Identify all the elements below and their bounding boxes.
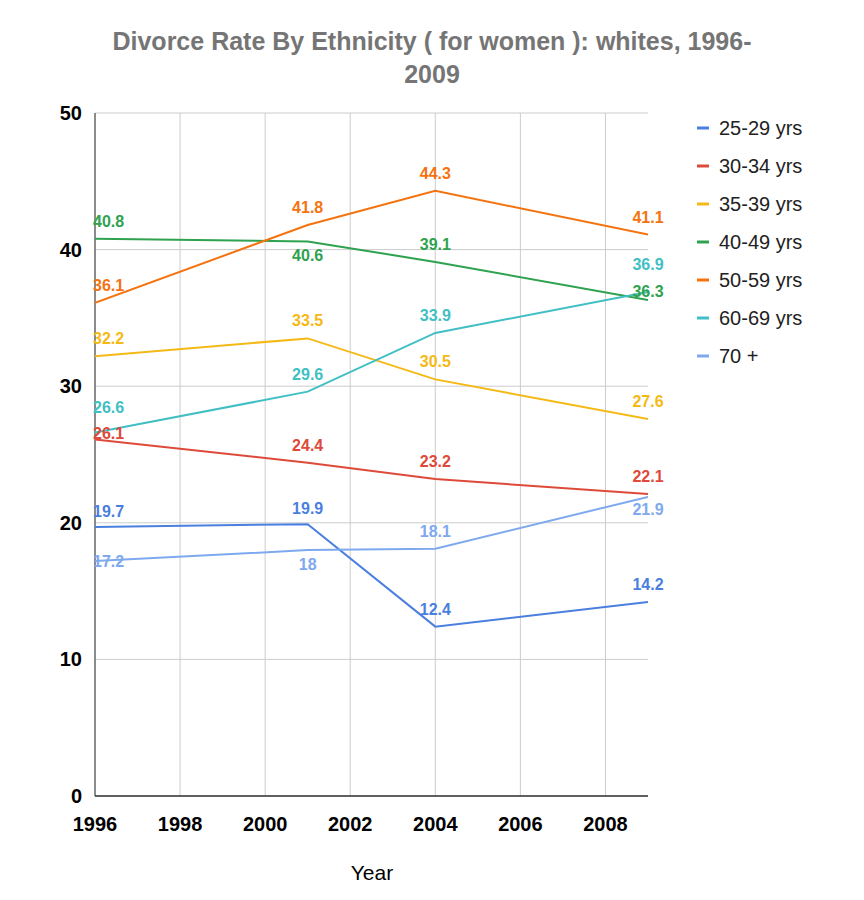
grid-line xyxy=(95,386,648,387)
data-label: 32.2 xyxy=(93,330,124,347)
legend-label: 70 + xyxy=(719,345,758,367)
x-tick-label: 2004 xyxy=(413,813,458,835)
data-label: 12.4 xyxy=(420,601,451,618)
data-label: 40.8 xyxy=(93,213,124,230)
data-label: 41.8 xyxy=(292,199,323,216)
grid-line xyxy=(95,113,648,114)
legend-label: 50-59 yrs xyxy=(719,269,802,291)
data-labels: 19.7 19.9 12.4 14.2 26.1 24.4 23.2 22.1 32.2 33.5… xyxy=(93,165,664,618)
legend-swatch xyxy=(697,279,709,282)
data-label: 19.9 xyxy=(292,500,323,517)
legend-swatch xyxy=(697,127,709,130)
data-label: 22.1 xyxy=(632,468,663,485)
data-label: 19.7 xyxy=(93,503,124,520)
y-tick-label: 10 xyxy=(60,648,82,670)
data-label: 26.1 xyxy=(93,425,124,442)
title-line: 2009 xyxy=(404,60,460,88)
legend-label: 35-39 yrs xyxy=(719,193,802,215)
y-tick-label: 40 xyxy=(60,239,82,261)
grid-line xyxy=(265,113,266,796)
series-line xyxy=(95,191,648,303)
grid-line xyxy=(520,113,521,796)
data-label: 33.5 xyxy=(292,312,323,329)
plot-area xyxy=(95,191,648,627)
data-label: 26.6 xyxy=(93,399,124,416)
x-axis-label: Year xyxy=(351,861,393,884)
x-tick-label: 2000 xyxy=(243,813,288,835)
legend-swatch xyxy=(697,165,709,168)
x-tick-label: 1998 xyxy=(158,813,203,835)
data-label: 17.2 xyxy=(93,553,124,570)
data-label: 44.3 xyxy=(420,165,451,182)
legend-label: 40-49 yrs xyxy=(719,231,802,253)
data-label: 23.2 xyxy=(420,453,451,470)
data-label: 30.5 xyxy=(420,353,451,370)
data-label: 18.1 xyxy=(420,523,451,540)
x-tick-label: 2002 xyxy=(328,813,373,835)
y-tick-label: 50 xyxy=(60,102,82,124)
grid-line xyxy=(95,796,648,797)
y-tick-label: 30 xyxy=(60,375,82,397)
grid-line xyxy=(95,659,648,660)
grid-line xyxy=(95,522,648,523)
grid-line xyxy=(605,113,606,796)
x-tick-label: 1996 xyxy=(73,813,118,835)
x-tick-label: 2008 xyxy=(583,813,628,835)
series-line xyxy=(95,292,648,433)
legend: 25-29 yrs 30-34 yrs 35-39 yrs 40-49 yrs 50-5… xyxy=(697,117,802,367)
grid-line xyxy=(95,249,648,250)
legend-label: 30-34 yrs xyxy=(719,155,802,177)
data-label: 40.6 xyxy=(292,247,323,264)
series-line xyxy=(95,239,648,300)
data-label: 29.6 xyxy=(292,366,323,383)
data-label: 36.9 xyxy=(632,256,663,273)
legend-swatch xyxy=(697,317,709,320)
data-label: 27.6 xyxy=(632,393,663,410)
series-line xyxy=(95,497,648,561)
chart: Divorce Rate By Ethnicity ( for women ):… xyxy=(0,0,864,900)
data-label: 41.1 xyxy=(632,209,663,226)
series-line xyxy=(95,338,648,419)
data-label: 14.2 xyxy=(632,576,663,593)
title-line: Divorce Rate By Ethnicity ( for women ):… xyxy=(112,27,751,55)
data-label: 21.9 xyxy=(632,501,663,518)
series-line xyxy=(95,524,648,626)
series-line xyxy=(95,439,648,494)
data-label: 18 xyxy=(299,556,317,573)
data-label: 39.1 xyxy=(420,236,451,253)
legend-swatch xyxy=(697,241,709,244)
grid-line xyxy=(180,113,181,796)
data-label: 24.4 xyxy=(292,437,323,454)
data-label: 33.9 xyxy=(420,307,451,324)
legend-label: 25-29 yrs xyxy=(719,117,802,139)
title: Divorce Rate By Ethnicity ( for women ):… xyxy=(112,27,751,88)
data-label: 36.1 xyxy=(93,277,124,294)
x-axis-line xyxy=(95,795,648,797)
legend-swatch xyxy=(697,355,709,358)
legend-label: 60-69 yrs xyxy=(719,307,802,329)
x-tick-label: 2006 xyxy=(498,813,543,835)
y-tick-label: 0 xyxy=(71,785,82,807)
grid-line xyxy=(350,113,351,796)
data-label: 36.3 xyxy=(632,283,663,300)
y-tick-label: 20 xyxy=(60,512,82,534)
legend-swatch xyxy=(697,203,709,206)
